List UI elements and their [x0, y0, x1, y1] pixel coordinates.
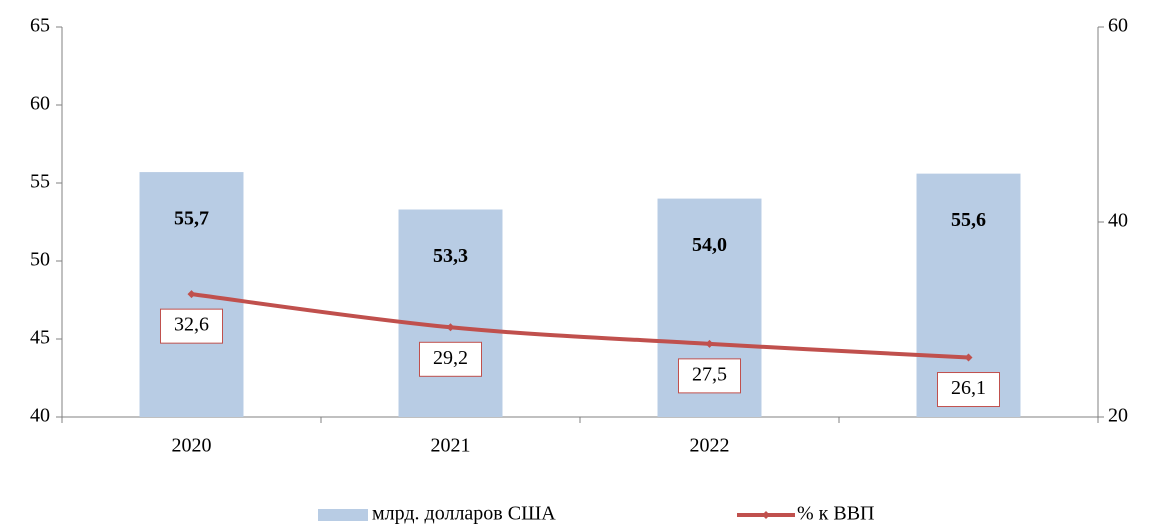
legend-label: % к ВВП [797, 503, 875, 525]
label-box [419, 341, 482, 377]
bar-label: 55,7 [174, 208, 209, 230]
label-box [937, 372, 1000, 408]
line-label: 32,6 [174, 314, 209, 336]
label-box [678, 358, 741, 394]
line-marker [446, 323, 455, 332]
y2-tick-label: 40 [1108, 210, 1128, 232]
legend-marker [762, 511, 770, 519]
x-tick-label: 2022 [690, 435, 730, 457]
bar-label: 54,0 [692, 234, 727, 256]
x-tick-label: 2020 [172, 435, 212, 457]
line-label: 27,5 [692, 363, 727, 385]
y-tick-label: 50 [30, 249, 50, 271]
y-tick-label: 65 [30, 15, 50, 37]
bar [398, 209, 503, 417]
legend-label: млрд. долларов США [372, 503, 556, 525]
y-tick-label: 60 [30, 93, 50, 115]
line [191, 292, 969, 360]
x-tick-label: 2021 [431, 435, 471, 457]
line-marker [187, 290, 196, 299]
line-marker [964, 353, 973, 362]
bar-label: 53,3 [433, 245, 468, 267]
line-label: 29,2 [433, 347, 468, 369]
y2-tick-label: 20 [1108, 405, 1128, 427]
y-tick-label: 55 [30, 171, 50, 193]
legend-swatch [318, 509, 368, 521]
y2-tick-label: 60 [1108, 15, 1128, 37]
bar-label: 55,6 [951, 209, 986, 231]
y-tick-label: 45 [30, 327, 50, 349]
label-box [160, 308, 223, 344]
line-label: 26,1 [951, 377, 986, 399]
line-marker [705, 339, 714, 348]
y-tick-label: 40 [30, 405, 50, 427]
